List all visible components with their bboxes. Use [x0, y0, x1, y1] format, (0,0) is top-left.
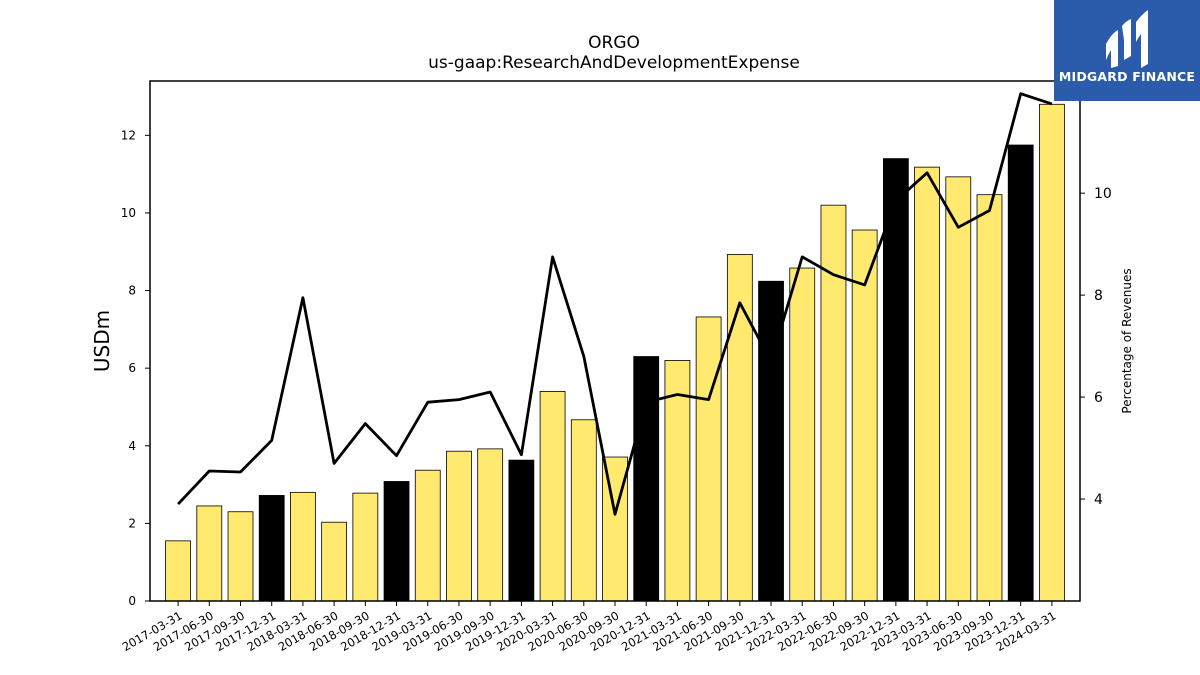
bar-2019-03-31 — [414, 469, 441, 602]
bar-2022-09-30 — [851, 229, 878, 602]
bar-2017-06-30 — [196, 505, 223, 602]
y-axis-right-label: Percentage of Revenues — [1120, 268, 1134, 413]
bar-2022-06-30 — [820, 204, 847, 602]
brand-name: MIDGARD FINANCE — [1058, 69, 1196, 84]
y-right-tick-label: 4 — [1094, 492, 1103, 508]
bar-2019-06-30 — [446, 450, 472, 602]
bar-2024-03-31 — [1039, 103, 1065, 602]
bar-2018-06-30 — [321, 521, 348, 602]
y-left-tick-label: 4 — [128, 439, 136, 453]
y-axis-left-label: USDm — [90, 310, 114, 372]
bar-2023-12-31 — [1007, 144, 1034, 602]
y-left-tick-label: 10 — [121, 206, 136, 220]
percentage-line — [177, 92, 1053, 516]
line-series — [177, 92, 1053, 516]
bar-2020-03-31 — [539, 391, 566, 602]
bar-2020-12-31 — [633, 356, 660, 602]
bar-2021-03-31 — [664, 360, 691, 602]
bar-2021-06-30 — [695, 316, 722, 602]
bar-series — [165, 103, 1065, 602]
bar-2019-09-30 — [477, 448, 504, 602]
y-left-tick-label: 6 — [128, 361, 136, 375]
bar-2021-09-30 — [726, 254, 753, 602]
bar-2022-03-31 — [789, 267, 816, 602]
y-left-tick-label: 12 — [121, 128, 136, 142]
bar-2018-12-31 — [383, 481, 410, 602]
chart-title: ORGO — [588, 33, 640, 53]
bar-2020-06-30 — [570, 419, 597, 602]
y-right-tick-label: 8 — [1094, 288, 1103, 304]
bar-2018-09-30 — [352, 492, 379, 602]
bar-2023-09-30 — [976, 194, 1003, 602]
y-right-tick-label: 6 — [1094, 390, 1103, 406]
y-right-tick-label: 10 — [1094, 186, 1112, 202]
bar-2017-09-30 — [227, 511, 254, 602]
bar-2023-06-30 — [945, 176, 972, 602]
chart-subtitle: us-gaap:ResearchAndDevelopmentExpense — [428, 53, 800, 73]
bar-2023-03-31 — [914, 166, 940, 602]
bar-2019-12-31 — [508, 459, 535, 602]
y-left-tick-label: 0 — [128, 594, 136, 608]
brand-logo: MIDGARD FINANCE — [1054, 0, 1200, 101]
y-left-tick-label: 8 — [128, 284, 136, 298]
y-left-tick-label: 2 — [128, 516, 136, 530]
y-axis-left: 0 2 4 6 8 10 12 — [121, 128, 150, 608]
bar-2018-03-31 — [290, 491, 316, 602]
bar-2017-03-31 — [165, 540, 191, 602]
y-axis-right: 4 6 8 10 — [1080, 186, 1112, 508]
bar-2017-12-31 — [258, 495, 285, 602]
bar-2022-12-31 — [882, 158, 909, 602]
x-axis: 2017-03-312017-06-302017-09-302017-12-31… — [120, 601, 1058, 654]
brand-logo-icon — [1106, 10, 1148, 68]
